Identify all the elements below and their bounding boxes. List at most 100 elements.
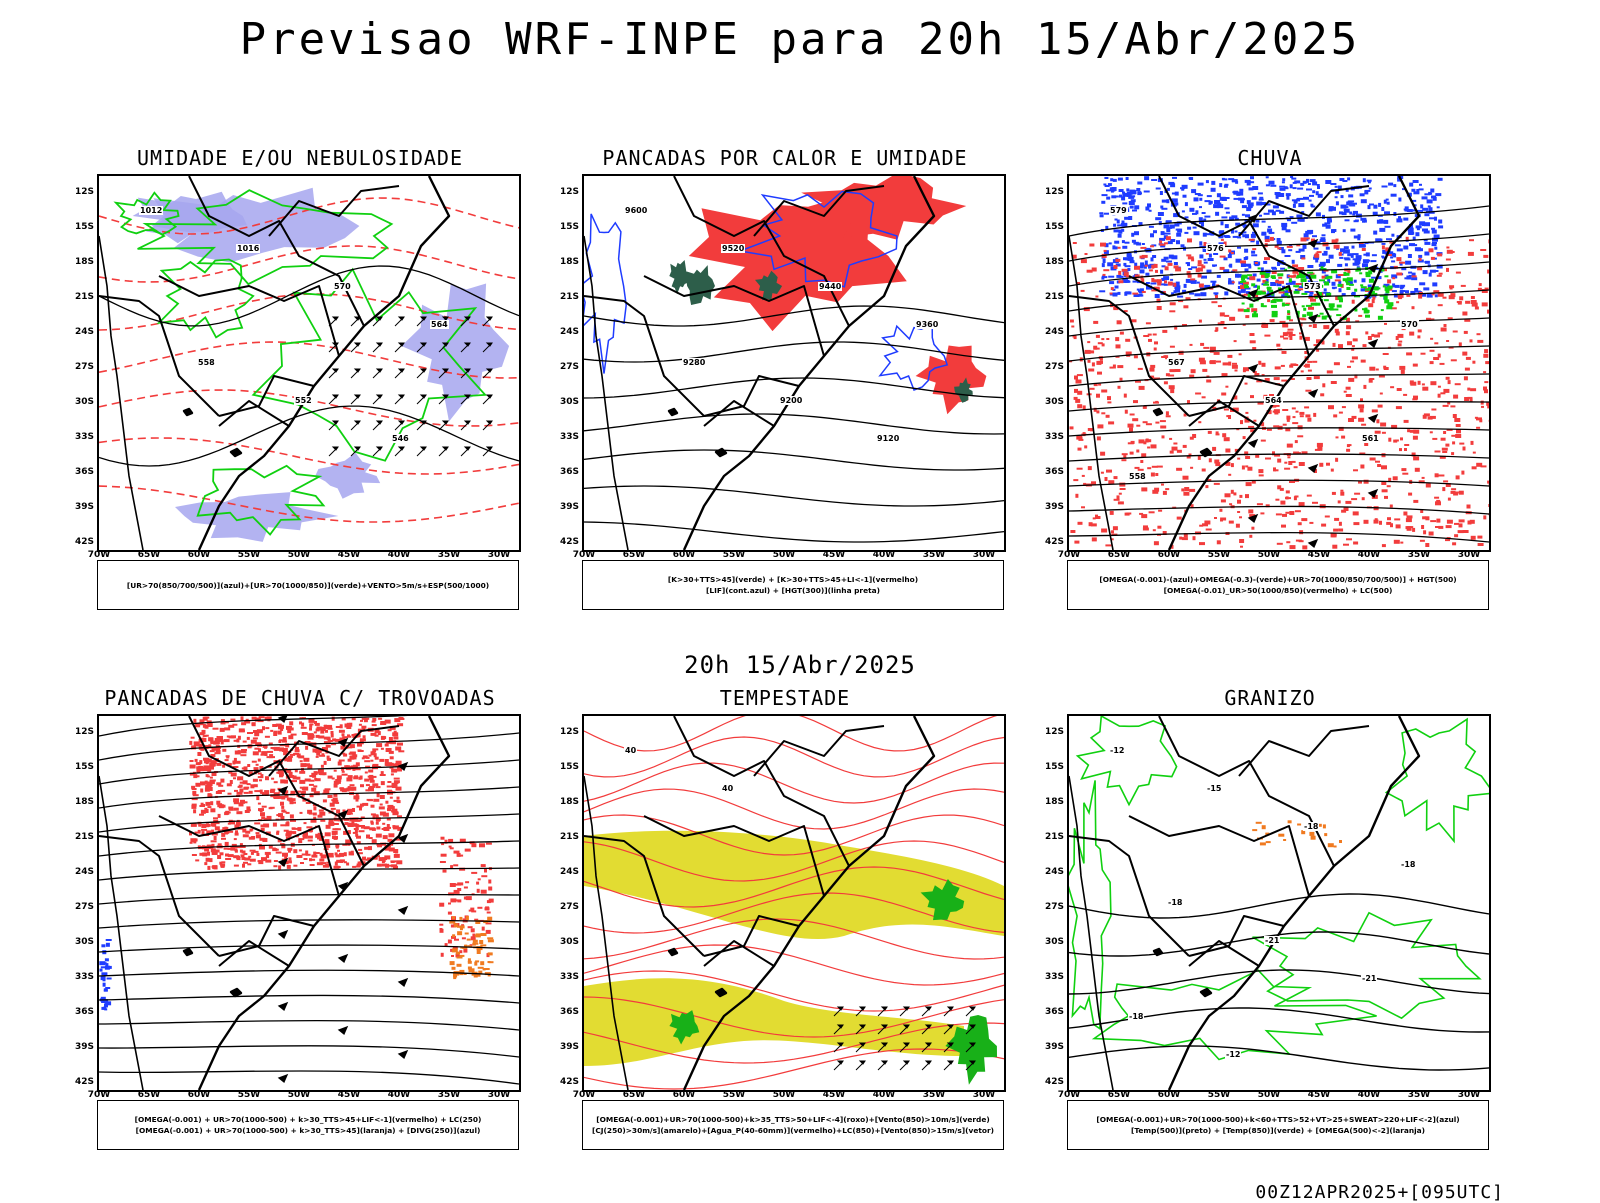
uplift-blue-cell (1137, 289, 1140, 291)
uplift-blue-cell (1199, 241, 1202, 245)
rain-red-cell (1225, 493, 1231, 497)
rain-red-cell (1445, 444, 1449, 447)
showers-red-cell (272, 747, 277, 749)
uplift-blue-cell (1150, 233, 1154, 237)
showers-red-cell (200, 789, 203, 793)
rain-red-cell (1439, 273, 1443, 275)
uplift-blue-cell (1381, 256, 1384, 258)
showers-red-cell (468, 926, 473, 928)
showers-red-cell (215, 826, 220, 830)
divergence-blue-cell (105, 987, 110, 989)
rain-red-cell (1093, 346, 1097, 350)
rain-green-cell (1251, 283, 1255, 286)
showers-red-cell (372, 839, 377, 843)
uplift-blue-cell (1320, 239, 1326, 242)
rain-red-cell (1454, 534, 1458, 537)
rain-green-cell (1345, 279, 1348, 283)
contour-label: 573 (1303, 282, 1322, 291)
rain-red-cell (1277, 485, 1281, 489)
rain-red-cell (1440, 363, 1445, 365)
contour-line (1069, 1046, 1489, 1070)
uplift-blue-cell (1379, 219, 1383, 221)
rain-red-cell (1346, 449, 1350, 452)
uplift-blue-cell (1176, 240, 1180, 244)
showers-red-cell (239, 728, 245, 732)
rain-red-cell (1143, 528, 1149, 531)
uplift-blue-cell (1168, 182, 1174, 185)
uplift-blue-cell (1422, 196, 1428, 199)
uplift-blue-cell (1170, 239, 1175, 242)
rain-red-cell (1440, 392, 1445, 394)
showers-red-cell (289, 721, 293, 725)
uplift-blue-cell (1329, 206, 1334, 209)
showers-red-cell (297, 827, 301, 831)
showers-red-cell (244, 792, 249, 794)
rain-red-cell (1465, 301, 1470, 304)
rain-red-cell (1158, 510, 1162, 512)
longitude-label: 70W (1052, 1090, 1086, 1100)
rain-red-cell (1096, 361, 1101, 365)
uplift-blue-cell (1343, 229, 1346, 232)
rain-red-cell (1301, 370, 1304, 372)
uplift-blue-cell (1411, 277, 1417, 280)
uplift-blue-cell (1361, 199, 1367, 203)
showers-red-cell (273, 823, 277, 827)
rain-red-cell (1261, 325, 1265, 327)
uplift-blue-cell (1207, 270, 1212, 273)
rain-red-cell (1408, 493, 1412, 496)
uplift-blue-cell (1189, 208, 1194, 212)
uplift-blue-cell (1101, 201, 1105, 204)
uplift-blue-cell (1438, 225, 1443, 228)
showers-red-cell (194, 742, 200, 746)
showers-red-cell (373, 799, 379, 802)
showers-red-cell (316, 735, 320, 738)
uplift-blue-cell (1119, 276, 1124, 278)
showers-red-cell (302, 835, 307, 838)
rain-red-cell (1333, 343, 1336, 347)
divergence-blue-cell (101, 966, 107, 968)
showers-red-cell (463, 949, 467, 953)
uplift-blue-cell (1306, 189, 1312, 191)
uplift-blue-cell (1316, 212, 1321, 216)
rain-red-cell (1400, 437, 1403, 440)
showers-red-cell (376, 822, 379, 825)
showers-red-cell (195, 759, 198, 762)
latitude-label: 27S (1034, 902, 1064, 912)
uplift-blue-cell (1398, 216, 1401, 219)
rain-red-cell (1412, 275, 1417, 277)
showers-red-cell (303, 758, 309, 762)
uplift-blue-cell (1332, 282, 1336, 286)
rain-red-cell (1225, 386, 1228, 388)
uplift-blue-cell (1281, 223, 1287, 227)
showers-red-cell (385, 744, 389, 747)
lagoon-marker (1201, 449, 1211, 456)
uplift-blue-cell (1420, 204, 1423, 208)
showers-red-cell (453, 864, 458, 866)
streamline (99, 995, 519, 1003)
rain-red-cell (1286, 541, 1290, 543)
uplift-blue-cell (1408, 272, 1412, 274)
showers-red-cell (216, 750, 221, 754)
showers-orange-cell (453, 975, 456, 979)
uplift-blue-cell (1324, 222, 1330, 224)
showers-red-cell (387, 790, 392, 792)
rain-red-cell (1278, 277, 1282, 279)
panel-title: PANCADAS POR CALOR E UMIDADE (545, 146, 1025, 170)
rain-red-cell (1246, 482, 1252, 486)
contour-label: 9120 (876, 434, 900, 443)
latitude-label: 33S (64, 972, 94, 982)
rain-red-cell (1299, 412, 1304, 415)
rain-red-cell (1462, 352, 1467, 356)
rain-red-cell (1199, 284, 1204, 288)
rain-red-cell (1222, 433, 1226, 437)
rain-green-cell (1242, 303, 1245, 305)
showers-red-cell (396, 860, 402, 864)
uplift-blue-cell (1326, 259, 1330, 263)
showers-red-cell (225, 854, 229, 857)
showers-red-cell (464, 897, 469, 900)
rain-red-cell (1387, 485, 1391, 487)
uplift-blue-cell (1140, 262, 1144, 266)
rain-red-cell (1231, 463, 1234, 467)
rain-red-cell (1407, 515, 1413, 518)
